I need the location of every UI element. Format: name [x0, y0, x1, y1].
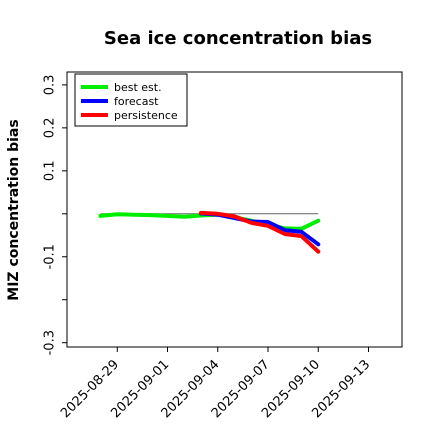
legend-box — [74, 73, 188, 127]
legend-label-best-est: best est. — [114, 81, 162, 94]
y-axis-label: MIZ concentration bias — [6, 119, 22, 300]
series-lines — [98, 210, 321, 254]
legend: best est. forecast persistence — [74, 73, 188, 127]
y-tick-label: 0.1 — [43, 160, 58, 181]
y-tick-label: -0.1 — [43, 244, 58, 269]
y-tick-label: 0.2 — [43, 118, 58, 139]
legend-label-forecast: forecast — [114, 95, 159, 108]
series-line-persistence — [199, 210, 321, 254]
y-tick-label: -0.3 — [43, 330, 58, 355]
y-ticks: -0.3 -0.1 0.1 0.2 0.3 — [43, 75, 67, 355]
legend-label-persistence: persistence — [114, 109, 178, 122]
plot-frame — [66, 71, 403, 348]
series-line-best-est — [98, 212, 321, 231]
chart-title: Sea ice concentration bias — [104, 28, 372, 49]
x-ticks: 2025-08-292025-09-012025-09-042025-09-07… — [58, 347, 373, 421]
y-tick-label: 0.3 — [43, 75, 58, 96]
